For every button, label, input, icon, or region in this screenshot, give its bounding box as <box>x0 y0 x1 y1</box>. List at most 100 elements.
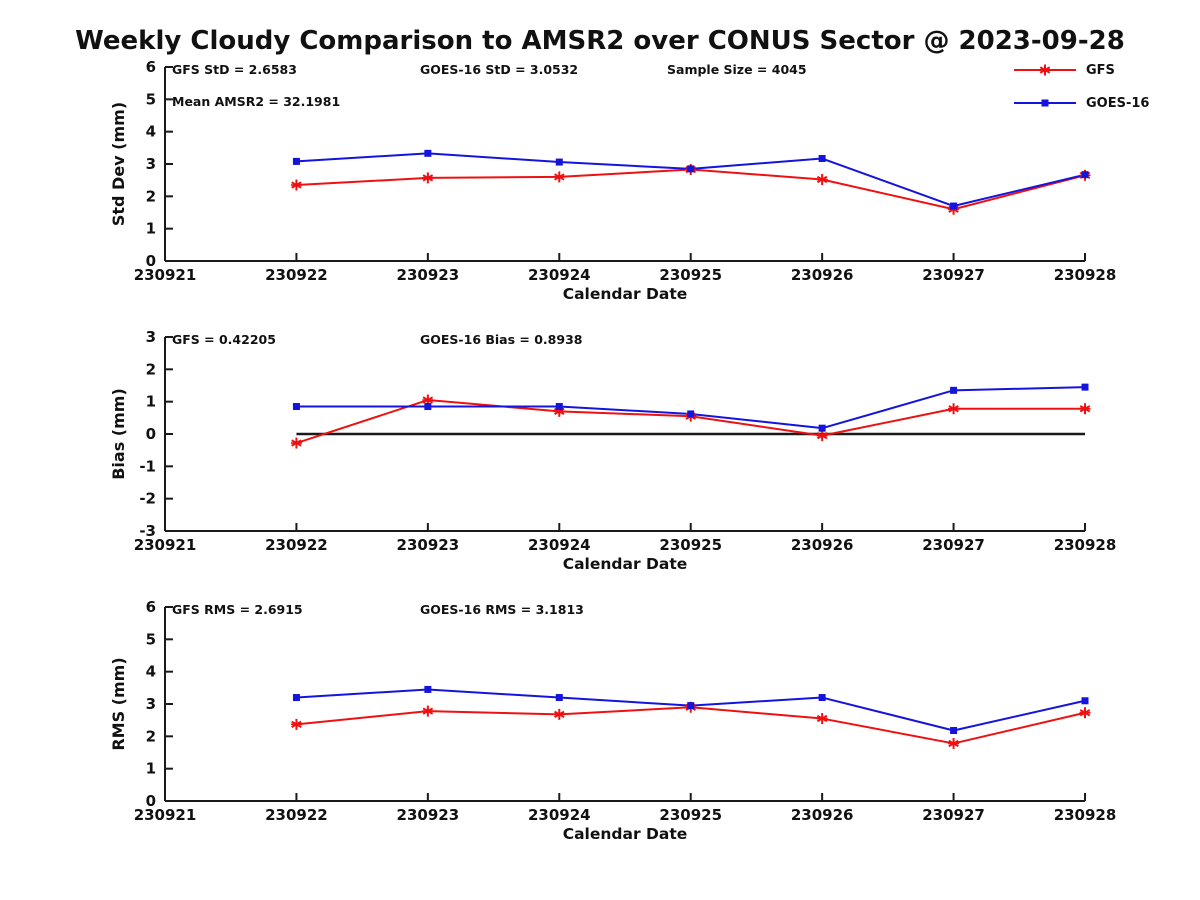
stat-annotation: GOES-16 Bias = 0.8938 <box>420 332 582 347</box>
square-marker-icon <box>555 158 563 166</box>
x-axis-title: Calendar Date <box>563 825 688 843</box>
series-markers-GOES-16 <box>292 383 1089 432</box>
x-tick-label: 230927 <box>922 536 985 554</box>
x-tick-label: 230924 <box>528 536 591 554</box>
y-axis-title: Bias (mm) <box>109 388 128 480</box>
y-tick-label: 2 <box>146 727 156 745</box>
x-tick-label: 230927 <box>922 806 985 824</box>
x-tick-label: 230922 <box>265 536 328 554</box>
x-tick-label: 230928 <box>1054 536 1117 554</box>
square-marker-icon <box>1081 697 1089 705</box>
y-tick-label: 3 <box>146 328 156 346</box>
x-tick-label: 230921 <box>134 536 197 554</box>
stat-annotation: GFS StD = 2.6583 <box>172 62 297 77</box>
asterisk-marker-icon <box>816 430 828 442</box>
square-marker-icon <box>818 694 826 702</box>
asterisk-marker-icon <box>948 737 960 749</box>
y-tick-label: 2 <box>146 187 156 205</box>
x-axis-title: Calendar Date <box>563 285 688 303</box>
legend-item-gfs: GFS <box>1012 62 1149 78</box>
square-marker-icon <box>818 424 826 432</box>
x-tick-label: 230928 <box>1054 266 1117 284</box>
asterisk-marker-icon <box>1079 707 1091 719</box>
square-marker-icon <box>950 202 958 210</box>
y-tick-label: 1 <box>146 760 156 778</box>
square-marker-icon <box>555 403 563 411</box>
legend: GFS GOES-16 <box>1012 62 1149 128</box>
asterisk-marker-icon <box>290 718 302 730</box>
y-tick-label: -2 <box>139 490 156 508</box>
y-tick-label: 5 <box>146 630 156 648</box>
x-tick-label: 230921 <box>134 806 197 824</box>
y-tick-label: 5 <box>146 90 156 108</box>
legend-item-goes16: GOES-16 <box>1012 95 1149 111</box>
x-tick-label: 230926 <box>791 266 854 284</box>
stat-annotation: GOES-16 StD = 3.0532 <box>420 62 578 77</box>
x-tick-label: 230923 <box>397 266 460 284</box>
stddev-chart: 0 1 2 3 4 5 6 Std Dev (mm) 230921 230922 230923 230… <box>109 58 1117 303</box>
chart-title: Weekly Cloudy Comparison to AMSR2 over C… <box>75 26 1125 56</box>
asterisk-marker-icon <box>948 403 960 415</box>
asterisk-marker-icon <box>816 713 828 725</box>
square-marker-icon <box>292 403 300 411</box>
square-marker-icon <box>424 685 432 693</box>
bias-chart: -3 -2 -1 0 1 2 3 Bias (mm) 230921 230922 230923 230… <box>109 328 1117 573</box>
x-tick-label: 230927 <box>922 266 985 284</box>
asterisk-marker-icon <box>422 172 434 184</box>
series-markers-GOES-16 <box>292 149 1089 210</box>
square-marker-icon <box>687 410 695 418</box>
x-tick-label: 230923 <box>397 536 460 554</box>
square-marker-icon <box>950 386 958 394</box>
y-tick-label: 3 <box>146 695 156 713</box>
stat-annotation: GFS RMS = 2.6915 <box>172 602 303 617</box>
x-tick-label: 230928 <box>1054 806 1117 824</box>
y-tick-label: 0 <box>146 792 156 810</box>
goes16-line-marker-icon <box>1014 99 1076 107</box>
x-tick-label: 230926 <box>791 806 854 824</box>
square-marker-icon <box>818 155 826 163</box>
y-tick-label: -3 <box>139 522 156 540</box>
x-axis <box>164 793 1086 802</box>
square-marker-icon <box>687 165 695 173</box>
y-tick-label: 6 <box>146 598 156 616</box>
square-marker-icon <box>555 694 563 702</box>
square-marker-icon <box>687 702 695 710</box>
x-axis <box>164 523 1086 532</box>
square-marker-icon <box>292 157 300 165</box>
series-markers-GFS <box>290 394 1091 449</box>
y-axis <box>164 336 173 532</box>
y-axis <box>164 606 173 802</box>
x-tick-label: 230925 <box>659 806 722 824</box>
asterisk-marker-icon <box>1079 403 1091 415</box>
x-tick-label: 230922 <box>265 806 328 824</box>
rms-chart: 0 1 2 3 4 5 6 RMS (mm) 230921 230922 230923 230924 2… <box>109 598 1117 843</box>
square-marker-icon <box>950 727 958 735</box>
x-tick-label: 230923 <box>397 806 460 824</box>
square-marker-icon <box>1041 99 1049 107</box>
legend-label-goes16: GOES-16 <box>1086 95 1150 111</box>
y-tick-label: 4 <box>146 663 156 681</box>
square-marker-icon <box>424 149 432 157</box>
asterisk-marker-icon <box>290 179 302 191</box>
series-markers-GOES-16 <box>292 685 1089 735</box>
y-tick-label: 1 <box>146 220 156 238</box>
square-marker-icon <box>424 403 432 411</box>
series-line-GOES-16 <box>296 386 1086 430</box>
series-line-GOES-16 <box>296 152 1086 208</box>
x-tick-label: 230925 <box>659 536 722 554</box>
stat-annotation: Mean AMSR2 = 32.1981 <box>172 94 340 109</box>
y-axis-title: RMS (mm) <box>109 657 128 750</box>
x-tick-label: 230925 <box>659 266 722 284</box>
y-tick-label: 1 <box>146 393 156 411</box>
x-axis <box>164 253 1086 262</box>
asterisk-marker-icon <box>422 705 434 717</box>
y-axis-title: Std Dev (mm) <box>109 102 128 226</box>
y-tick-label: -1 <box>139 457 156 475</box>
asterisk-marker-icon <box>290 437 302 449</box>
y-tick-label: 0 <box>146 425 156 443</box>
asterisk-marker-icon <box>553 708 565 720</box>
x-tick-label: 230922 <box>265 266 328 284</box>
y-tick-label: 0 <box>146 252 156 270</box>
asterisk-marker-icon <box>1039 64 1051 76</box>
